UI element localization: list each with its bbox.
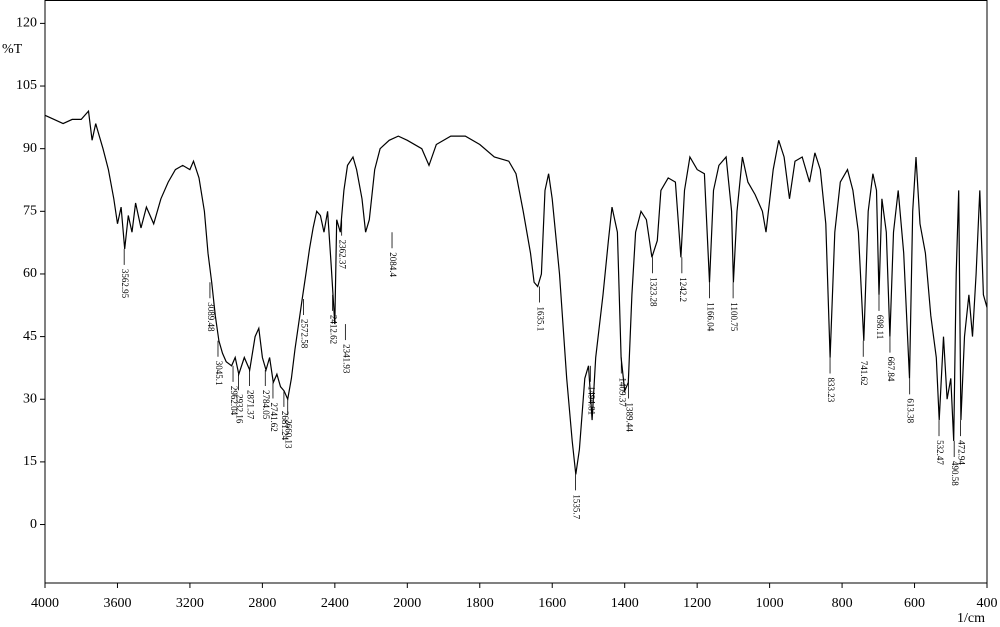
peak-label: 2341.93 bbox=[341, 344, 351, 374]
y-tick-label: 30 bbox=[23, 391, 37, 406]
x-tick-label: 600 bbox=[904, 596, 925, 611]
x-tick-label: 3600 bbox=[103, 596, 131, 611]
x-tick-label: 3200 bbox=[176, 596, 204, 611]
peak-label: 833.23 bbox=[826, 377, 836, 402]
peak-label: 1389.44 bbox=[624, 403, 634, 433]
y-tick-label: 15 bbox=[23, 454, 37, 469]
peak-label: 613.38 bbox=[906, 398, 916, 423]
x-tick-label: 2800 bbox=[248, 596, 276, 611]
x-tick-label: 2000 bbox=[393, 596, 421, 611]
x-tick-label: 400 bbox=[977, 596, 998, 611]
peak-label: 472.94 bbox=[957, 440, 967, 465]
peak-label: 2784.05 bbox=[261, 390, 271, 420]
x-tick-label: 1800 bbox=[466, 596, 494, 611]
x-tick-label: 4000 bbox=[31, 596, 59, 611]
peak-label: 667.84 bbox=[886, 357, 896, 382]
peak-label: 490.58 bbox=[950, 461, 960, 486]
y-tick-label: 0 bbox=[30, 517, 37, 532]
peak-label: 2084.4 bbox=[388, 252, 398, 277]
x-tick-label: 1600 bbox=[538, 596, 566, 611]
y-tick-label: 60 bbox=[23, 266, 37, 281]
plot-frame bbox=[44, 0, 988, 584]
y-tick-label: 120 bbox=[16, 16, 37, 31]
peak-label: 1166.04 bbox=[705, 302, 715, 331]
x-tick-label: 1200 bbox=[683, 596, 711, 611]
peak-label: 698.11 bbox=[875, 315, 885, 339]
x-tick-label: 1400 bbox=[611, 596, 639, 611]
peak-label: 741.62 bbox=[859, 361, 869, 386]
peak-label: 1409.37 bbox=[617, 377, 627, 407]
peak-label: 3089.48 bbox=[206, 302, 216, 332]
peak-label: 2681.24 bbox=[280, 411, 290, 441]
peak-label: 532.47 bbox=[935, 440, 945, 465]
y-tick-label: 90 bbox=[23, 141, 37, 156]
peak-label: 3045.1 bbox=[214, 361, 224, 386]
x-axis-label: 1/cm bbox=[957, 611, 985, 626]
x-tick-label: 800 bbox=[832, 596, 853, 611]
peak-label: 1100.75 bbox=[729, 302, 739, 331]
peak-label: 2412.62 bbox=[328, 315, 338, 344]
y-tick-label: 45 bbox=[23, 329, 37, 344]
peak-label: 2741.62 bbox=[269, 403, 279, 432]
peak-label: 1635.1 bbox=[535, 306, 545, 331]
x-tick-label: 1000 bbox=[756, 596, 784, 611]
peak-label: 2660.13 bbox=[284, 419, 294, 449]
peak-label: 1494.81 bbox=[586, 386, 596, 415]
peak-label: 2871.37 bbox=[245, 390, 255, 420]
y-tick-label: 105 bbox=[16, 78, 37, 93]
peak-label: 2362.37 bbox=[338, 240, 348, 270]
y-tick-label: 75 bbox=[23, 204, 37, 219]
y-axis-label: %T bbox=[2, 42, 23, 57]
peak-label: 1535.7 bbox=[571, 494, 581, 519]
peak-label: 2572.58 bbox=[300, 319, 310, 349]
peak-label: 3562.95 bbox=[120, 269, 130, 299]
peak-label: 2932.16 bbox=[234, 394, 244, 424]
peak-label: 2962.04 bbox=[229, 386, 239, 416]
peak-label: 1323.28 bbox=[648, 277, 658, 307]
spectrum-line bbox=[44, 109, 988, 475]
peak-label: 1242.2 bbox=[678, 277, 688, 302]
x-tick-label: 2400 bbox=[321, 596, 349, 611]
